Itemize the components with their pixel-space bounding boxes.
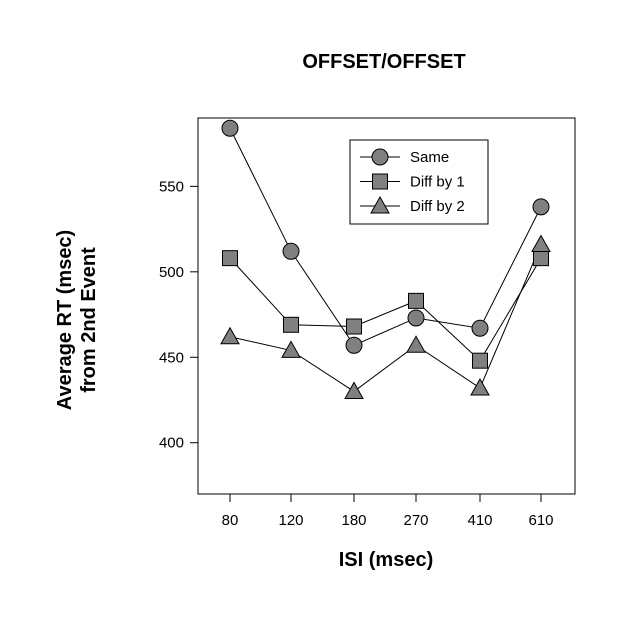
plot-area — [197, 117, 576, 495]
series-markers — [220, 119, 551, 399]
x-tick-label: 80 — [222, 512, 239, 529]
series-line-diff-by-2 — [229, 244, 542, 393]
chart-title: OFFSET/OFFSET — [302, 51, 465, 73]
x-tick-label: 410 — [467, 512, 492, 529]
y-axis-title-line-2: from 2nd Event — [78, 247, 100, 393]
x-axis: 80 120 180 270 410 610 — [222, 494, 554, 529]
data-point-diff-by-1 — [408, 292, 424, 309]
x-axis-title: ISI (msec) — [339, 549, 433, 571]
data-point-diff-by-1 — [222, 250, 238, 267]
x-tick-label: 120 — [278, 512, 303, 529]
legend-marker-diff-by-2 — [370, 195, 390, 214]
legend-label-same: Same — [410, 149, 449, 166]
data-point-same — [345, 336, 363, 354]
legend-label-diff-by-2: Diff by 2 — [410, 198, 465, 215]
y-tick-label: 400 — [159, 435, 184, 452]
x-tick-label: 180 — [341, 512, 366, 529]
legend-label-diff-by-1: Diff by 1 — [410, 174, 465, 191]
data-point-diff-by-1 — [472, 352, 488, 369]
y-axis: 400 450 500 550 — [159, 178, 198, 452]
data-point-diff-by-2 — [220, 326, 240, 345]
x-tick-label: 270 — [403, 512, 428, 529]
x-tick-label: 610 — [528, 512, 553, 529]
legend: Same Diff by 1 Diff by 2 — [349, 139, 489, 225]
data-point-diff-by-2 — [470, 378, 490, 396]
series-line-diff-by-1 — [229, 257, 542, 362]
data-point-same — [282, 242, 300, 260]
y-tick-label: 550 — [159, 178, 184, 195]
data-point-same — [221, 119, 239, 137]
legend-marker-diff-by-1 — [372, 173, 388, 190]
data-point-diff-by-1 — [346, 318, 362, 335]
data-point-diff-by-2 — [531, 234, 551, 252]
y-tick-label: 500 — [159, 264, 184, 281]
data-point-diff-by-1 — [533, 250, 549, 267]
series-line-same — [229, 128, 542, 346]
y-axis-title-line-1: Average RT (msec) — [54, 230, 76, 410]
y-tick-label: 450 — [159, 349, 184, 366]
data-point-diff-by-1 — [283, 316, 299, 333]
legend-marker-same — [371, 148, 389, 166]
data-point-diff-by-2 — [406, 335, 426, 353]
data-point-diff-by-2 — [281, 340, 301, 358]
y-axis-title: Average RT (msec) from 2nd Event — [54, 230, 100, 410]
series-lines — [229, 128, 542, 393]
data-point-diff-by-2 — [344, 381, 364, 399]
data-point-same — [471, 319, 489, 337]
data-point-same — [532, 198, 550, 216]
data-point-same — [407, 309, 425, 327]
